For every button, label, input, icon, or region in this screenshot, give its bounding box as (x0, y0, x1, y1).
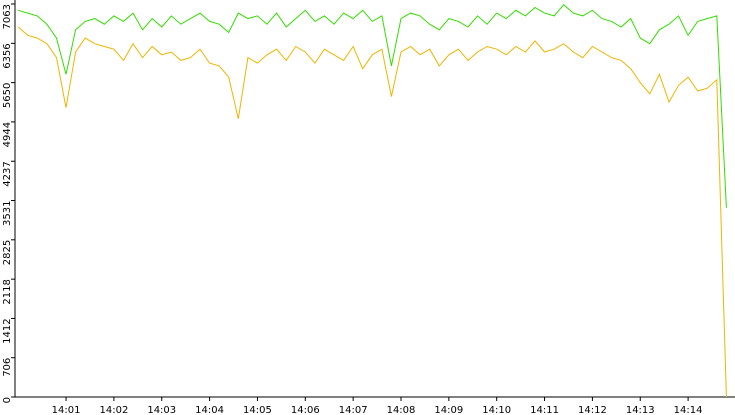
x-tick-label: 14:09 (434, 405, 463, 415)
x-tick-label: 14:07 (339, 405, 368, 415)
y-tick-label: 5650 (2, 83, 13, 108)
series-line (18, 3, 727, 208)
x-tick-label: 14:14 (674, 405, 703, 415)
x-tick-label: 14:08 (387, 405, 416, 415)
y-tick-label: 3531 (2, 201, 13, 226)
y-tick-label: 0 (2, 397, 13, 403)
y-tick-label: 706 (2, 358, 13, 377)
x-tick-label: 14:02 (99, 405, 128, 415)
y-tick-label: 7063 (2, 4, 13, 29)
x-tick-label: 14:03 (147, 405, 176, 415)
x-tick-label: 14:05 (243, 405, 272, 415)
y-tick-label: 2825 (2, 240, 13, 265)
x-tick-label: 14:04 (195, 405, 224, 415)
y-tick-label: 1412 (2, 318, 13, 343)
series-line (17, 26, 727, 398)
x-tick-label: 14:11 (530, 405, 559, 415)
y-tick-label: 4944 (2, 122, 13, 147)
x-tick-label: 14:13 (626, 405, 655, 415)
y-tick-label: 4237 (2, 161, 13, 186)
y-tick-label: 2118 (2, 279, 13, 304)
x-tick-label: 14:01 (52, 405, 81, 415)
x-tick-label: 14:06 (291, 405, 320, 415)
y-tick-label: 6356 (2, 43, 13, 68)
x-tick-label: 14:12 (578, 405, 607, 415)
x-tick-label: 14:10 (482, 405, 511, 415)
